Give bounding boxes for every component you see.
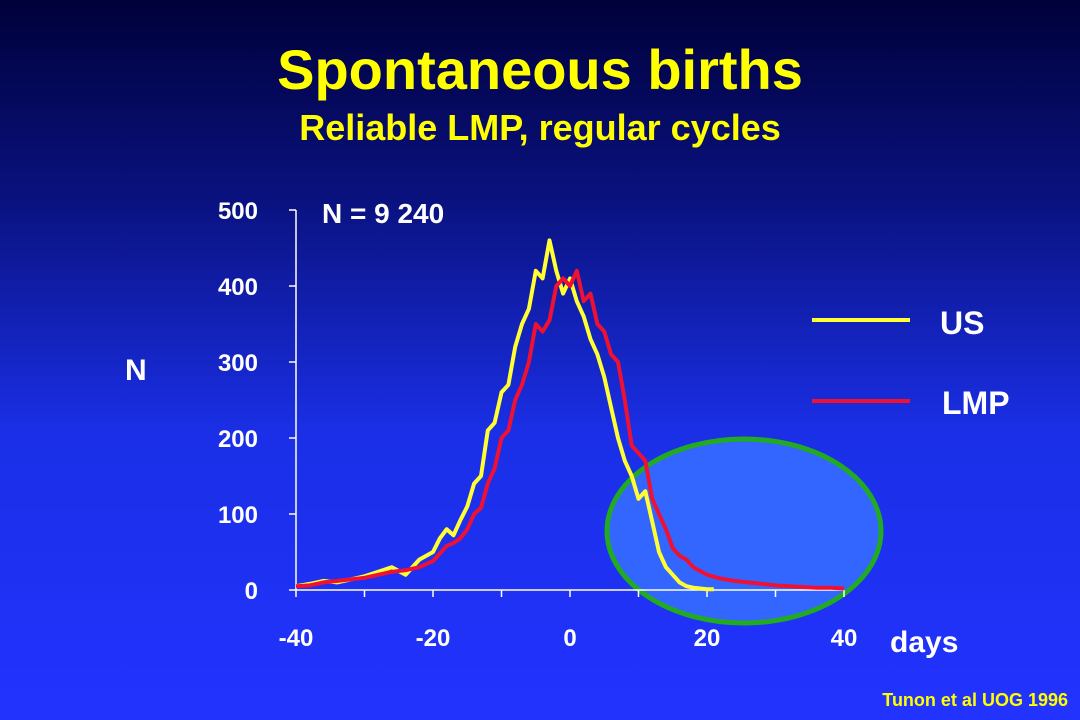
legend-label-lmp: LMP [942,385,1010,422]
x-tick-label: 0 [563,625,576,652]
x-tick-label: -20 [416,625,451,652]
legend-label-us: US [940,305,984,342]
sample-size-annotation: N = 9 240 [322,198,444,230]
y-axis-label: N [125,354,147,388]
y-tick-label: 0 [245,578,258,605]
legend-lines [812,320,910,401]
x-tick-label: -40 [279,625,314,652]
y-tick-label: 100 [218,502,258,529]
x-tick-label: 20 [694,625,721,652]
y-tick-label: 300 [218,350,258,377]
x-axis-label: days [890,626,958,660]
citation: Tunon et al UOG 1996 [882,690,1068,711]
y-tick-label: 400 [218,274,258,301]
y-tick-label: 500 [218,198,258,225]
x-tick-label: 40 [831,625,858,652]
y-tick-label: 200 [218,426,258,453]
